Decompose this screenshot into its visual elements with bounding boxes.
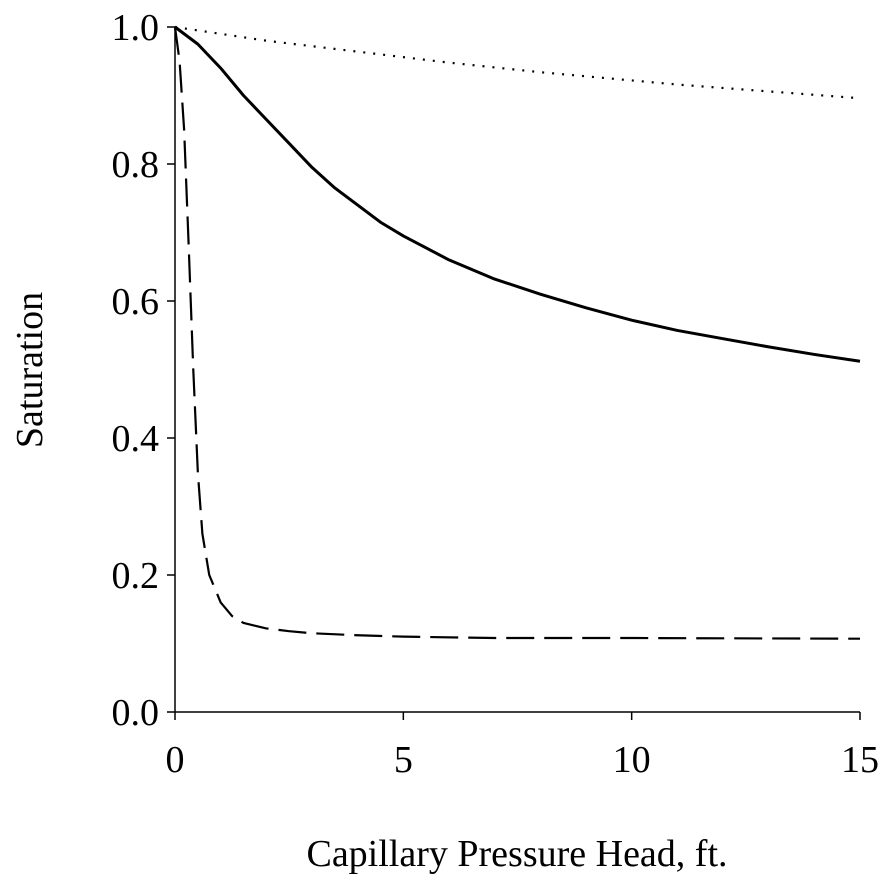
labels-layer: Capillary Pressure Head, ft. Saturation	[9, 292, 728, 875]
y-tick-label: 0.4	[112, 418, 160, 460]
y-tick-label: 0.2	[112, 555, 160, 597]
series-dashed-line	[173, 26, 861, 640]
x-tick-label: 0	[166, 739, 185, 781]
y-axis-title: Saturation	[9, 292, 51, 448]
x-tick-label: 15	[841, 739, 879, 781]
axes-layer: 0.0 0.2 0.4 0.6 0.8 1.0 0 5 10 15	[112, 7, 880, 781]
y-tick-label: 0.0	[112, 692, 160, 734]
y-tick-label: 0.8	[112, 144, 160, 186]
series-solid-line	[174, 25, 861, 363]
x-tick-label: 10	[613, 739, 651, 781]
series-dotted-line	[174, 25, 861, 100]
y-tick-label: 0.6	[112, 281, 160, 323]
x-axis-title: Capillary Pressure Head, ft.	[306, 833, 727, 875]
series-layer	[173, 25, 861, 640]
x-tick-label: 5	[394, 739, 413, 781]
y-tick-label: 1.0	[112, 7, 160, 49]
